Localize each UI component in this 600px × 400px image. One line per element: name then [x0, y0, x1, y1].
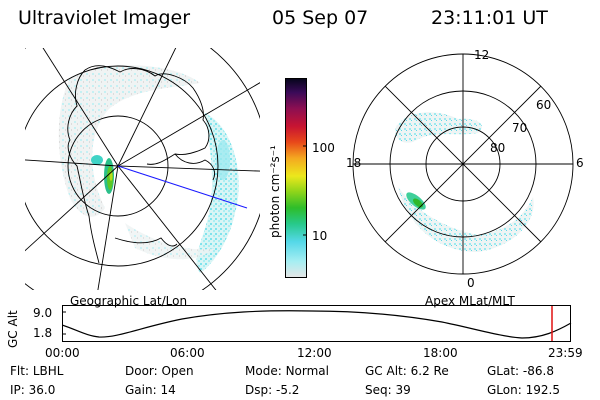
- footer-glon: GLon: 192.5: [487, 383, 560, 397]
- noon-meridian-line: [117, 165, 248, 209]
- footer-gc-alt: GC Alt: 6.2 Re: [365, 364, 449, 378]
- header-time: 23:11:01 UT: [431, 7, 548, 29]
- geo-meridian-lines: [25, 48, 260, 290]
- mlt-label-0: 0: [467, 276, 475, 290]
- altitude-tick-high: 9.0: [33, 306, 53, 320]
- header-date: 05 Sep 07: [272, 7, 369, 29]
- colorbar-tick-10: 10: [312, 229, 328, 243]
- geo-latitude-circles: [25, 48, 260, 290]
- mlt-label-12: 12: [474, 48, 490, 62]
- colorbar-tick-100: 100: [312, 141, 335, 155]
- mlt-label-6: 6: [576, 156, 584, 170]
- footer-glat: GLat: -86.8: [487, 364, 554, 378]
- colorbar: [285, 78, 307, 278]
- geographic-map: [25, 48, 260, 290]
- geo-map-caption: Geographic Lat/Lon: [70, 294, 188, 308]
- time-tick-1800: 18:00: [423, 346, 458, 360]
- time-tick-2359: 23:59: [548, 346, 583, 360]
- geo-aurora-emission: [58, 65, 239, 273]
- footer-ip: IP: 36.0: [10, 383, 56, 397]
- footer-flt: Flt: LBHL: [10, 364, 64, 378]
- footer-door: Door: Open: [125, 364, 194, 378]
- mlat-label-80: 80: [490, 141, 506, 155]
- instrument-title: Ultraviolet Imager: [18, 7, 191, 29]
- time-tick-0600: 06:00: [170, 346, 205, 360]
- time-tick-0000: 00:00: [45, 346, 80, 360]
- mlat-label-60: 60: [536, 98, 552, 112]
- footer-gain: Gain: 14: [125, 383, 176, 397]
- mlt-label-18: 18: [346, 156, 362, 170]
- altitude-tick-low: 1.8: [33, 326, 53, 340]
- polar-aurora-emission: [395, 112, 534, 252]
- polar-map-caption: Apex MLat/MLT: [425, 294, 515, 308]
- polar-mlt-lines: [353, 54, 573, 274]
- colorbar-unit-label: photon cm⁻²s⁻¹: [268, 145, 282, 238]
- altitude-curve: [62, 310, 572, 339]
- mlat-label-70: 70: [512, 121, 528, 135]
- altitude-axis-label: GC Alt: [6, 310, 20, 348]
- altitude-plot: [62, 305, 572, 342]
- time-tick-1200: 12:00: [297, 346, 332, 360]
- footer-dsp: Dsp: -5.2: [245, 383, 300, 397]
- footer-seq: Seq: 39: [365, 383, 411, 397]
- footer-mode: Mode: Normal: [245, 364, 329, 378]
- polar-map: [352, 53, 574, 275]
